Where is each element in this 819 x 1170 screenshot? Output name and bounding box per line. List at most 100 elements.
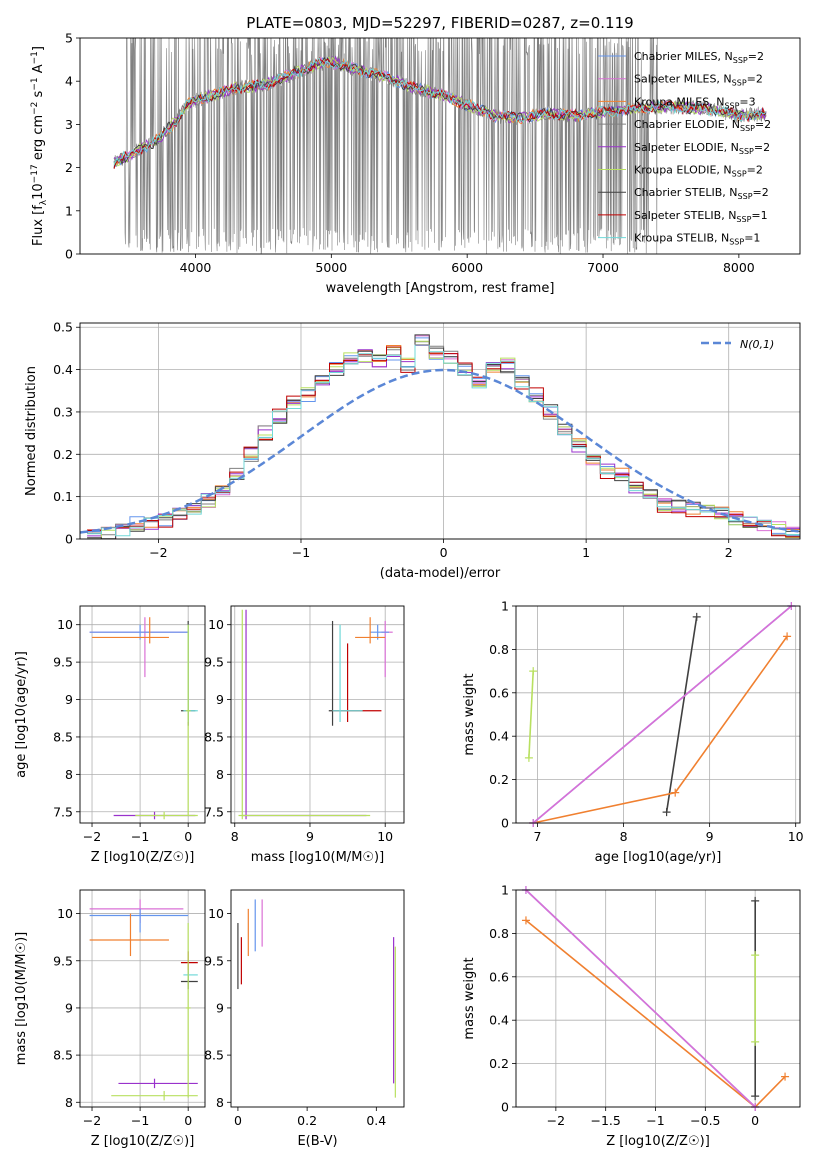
x-tick-label: 7000 [587,260,619,275]
residuals-axes: −2 −1 0 1 2 0 0.1 0.2 0.3 0.4 0.5 [53,320,800,560]
weight-series-line [525,889,756,1108]
x-tick-label: 0.2 [297,1113,317,1128]
weight-point-marker [751,951,760,960]
weight-vs-Z-x-axis-title: Z [log10(Z/Z☉)] [606,1134,710,1149]
x-tick-label: 8 [231,829,239,844]
y-tick-label: 10 [57,906,73,921]
y-tick-label: 9 [216,1000,224,1015]
x-tick-label: 5000 [315,260,347,275]
y-tick-label: 9.5 [53,655,73,670]
x-tick-label: 0 [184,1113,192,1128]
spectrum-frame [79,37,801,255]
x-tick-label: 10 [377,829,393,844]
y-tick-label: 2 [65,160,73,175]
spectrum-plot-area [113,38,767,254]
y-tick-label: 0 [65,532,73,547]
model-spectrum-line [113,56,767,169]
weight-point-marker [781,1072,790,1081]
weight-series-line [528,671,534,758]
weight-point-marker [692,612,701,621]
gaussian-reference-curve [80,368,799,534]
y-tick-label: 8.5 [204,1048,224,1063]
legend-entry: Chabrier STELIB, NSSP=2 [634,186,769,201]
weight-point-marker [751,1092,760,1101]
y-tick-label: 0 [501,1100,509,1115]
weight-vs-age-axes: 7 8 9 10 0 0.2 0.4 0.6 0.8 1 [489,599,804,845]
y-tick-label: 8 [216,767,224,782]
age-vs-Z-plot-area [89,617,198,820]
x-tick-label: 6000 [451,260,483,275]
x-tick-label: 1 [582,545,590,560]
age-vs-mass-x-axis-title: mass [log10(M/M☉)] [251,850,384,865]
age-vs-Z-frame [79,605,206,824]
age-vs-mass-plot-area [238,609,393,820]
mass-vs-ebv-frame [230,889,405,1108]
mass-vs-Z-x-axis-title: Z [log10(Z/Z☉)] [91,1134,195,1149]
mass-vs-Z-axes: −2 −1 0 8 8.5 9 9.5 10 [53,890,205,1128]
model-spectrum-line [113,57,767,166]
mass-vs-ebv-axes: 0 0.2 0.4 8 8.5 9 9.5 10 [204,906,386,1128]
weight-vs-age-x-axis-title: age [log10(age/yr)] [595,850,722,865]
y-tick-label: 0.2 [489,1056,509,1071]
x-tick-label: 0 [440,545,448,560]
x-tick-label: 0 [184,829,192,844]
y-tick-label: 9 [65,1000,73,1015]
age-vs-Z-axes: −2 −1 0 7.5 8 8.5 9 9.5 10 [53,606,205,844]
x-tick-label: 7 [534,829,542,844]
weight-point-marker [662,808,671,817]
x-tick-label: 9 [306,829,314,844]
y-tick-label: 0.6 [489,685,509,700]
histogram-step-line [87,344,800,537]
legend-entry: Kroupa MILES, NSSP=3 [634,95,756,110]
y-tick-label: 0.2 [53,447,73,462]
y-tick-label: 0.8 [489,926,509,941]
spectrum-y-axis-title: Flux [fλ10−17 erg cm−2 s−1 A−1] [30,46,49,246]
spectrum-legend: Chabrier MILES, NSSP=2 Salpeter MILES, NS… [598,50,771,247]
weight-series-line [665,616,698,813]
legend-entry: Kroupa ELODIE, NSSP=2 [634,164,763,179]
x-tick-label: −2 [83,1113,101,1128]
legend-entry: Kroupa STELIB, NSSP=1 [634,232,760,247]
y-tick-label: 4 [65,74,73,89]
y-tick-label: 0.1 [53,489,73,504]
mass-vs-ebv-x-axis-title: E(B-V) [297,1134,337,1149]
x-tick-label: −0.5 [690,1113,720,1128]
weight-point-marker [521,916,530,925]
x-tick-label: 10 [788,829,804,844]
y-tick-label: 8 [65,767,73,782]
x-tick-label: 2 [725,545,733,560]
legend-entry: Salpeter STELIB, NSSP=1 [634,209,768,224]
legend-entry: Chabrier ELODIE, NSSP=2 [634,118,771,133]
y-tick-label: 10 [57,617,73,632]
x-tick-label: −2 [547,1113,565,1128]
mass-vs-Z-frame [79,889,206,1108]
weight-series-line [532,605,792,824]
weight-vs-Z-frame [515,889,801,1108]
weight-series-line [533,635,788,824]
mass-vs-ebv-plot-area [237,899,396,1098]
weight-vs-Z-axes: −2 −1.5 −1 −0.5 0 0 0.2 0.4 0.6 0.8 1 [489,883,800,1128]
y-tick-label: 10 [208,617,224,632]
y-tick-label: 7.5 [53,804,73,819]
weight-point-marker [751,896,760,905]
residuals-frame [79,322,801,540]
y-tick-label: 0.5 [53,320,73,335]
x-tick-label: −1.5 [591,1113,621,1128]
x-tick-label: 0 [751,1113,759,1128]
age-vs-mass-frame [230,605,405,824]
weight-point-marker [524,753,533,762]
x-tick-label: −1 [131,1113,149,1128]
y-tick-label: 9 [216,692,224,707]
age-vs-Z-x-axis-title: Z [log10(Z/Z☉)] [91,850,195,865]
residuals-y-axis-title: Normed distribution [24,366,39,496]
legend-entry: Chabrier MILES, NSSP=2 [634,50,764,65]
residuals-x-axis-title: (data-model)/error [380,566,501,581]
x-tick-label: 8000 [723,260,755,275]
figure-title: PLATE=0803, MJD=52297, FIBERID=0287, z=0… [246,14,633,32]
x-tick-label: 9 [706,829,714,844]
y-tick-label: 0.8 [489,642,509,657]
x-tick-label: 0.4 [366,1113,386,1128]
y-tick-label: 1 [65,203,73,218]
y-tick-label: 8.5 [53,1048,73,1063]
